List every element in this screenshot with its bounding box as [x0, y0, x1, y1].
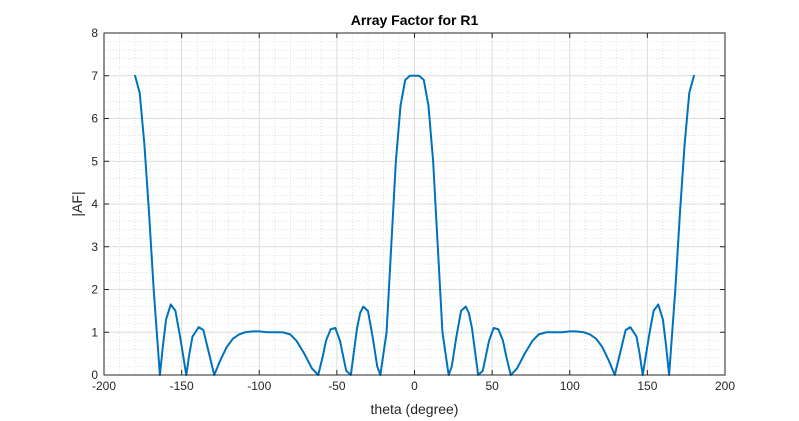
y-tick-label: 8 — [91, 26, 98, 40]
x-axis-label: theta (degree) — [371, 401, 459, 417]
x-tick-label: -150 — [170, 379, 194, 393]
y-tick-label: 3 — [91, 240, 98, 254]
y-tick-label: 4 — [91, 197, 98, 211]
y-axis-label: |AF| — [69, 191, 85, 216]
x-tick-label: -50 — [328, 379, 346, 393]
x-tick-label: -100 — [247, 379, 271, 393]
x-tick-label: 0 — [411, 379, 418, 393]
y-tick-label: 6 — [91, 112, 98, 126]
af-series-line — [134, 74, 695, 376]
x-tick-labels: -200 -150 -100 -50 0 50 100 150 200 — [92, 379, 735, 393]
chart-title: Array Factor for R1 — [351, 12, 479, 28]
y-tick-label: 2 — [91, 283, 98, 297]
y-tick-label: 1 — [91, 325, 98, 339]
y-tick-label: 7 — [91, 69, 98, 83]
x-tick-label: 50 — [485, 379, 499, 393]
y-tick-label: 0 — [91, 368, 98, 382]
x-tick-label: 100 — [560, 379, 580, 393]
y-tick-labels: 0 1 2 3 4 5 6 7 8 — [91, 26, 98, 382]
series-layer — [134, 74, 695, 376]
x-tick-label: 200 — [715, 379, 735, 393]
x-tick-label: 150 — [637, 379, 657, 393]
tick-marks — [103, 32, 726, 376]
y-tick-label: 5 — [91, 154, 98, 168]
x-tick-label: -200 — [92, 379, 116, 393]
